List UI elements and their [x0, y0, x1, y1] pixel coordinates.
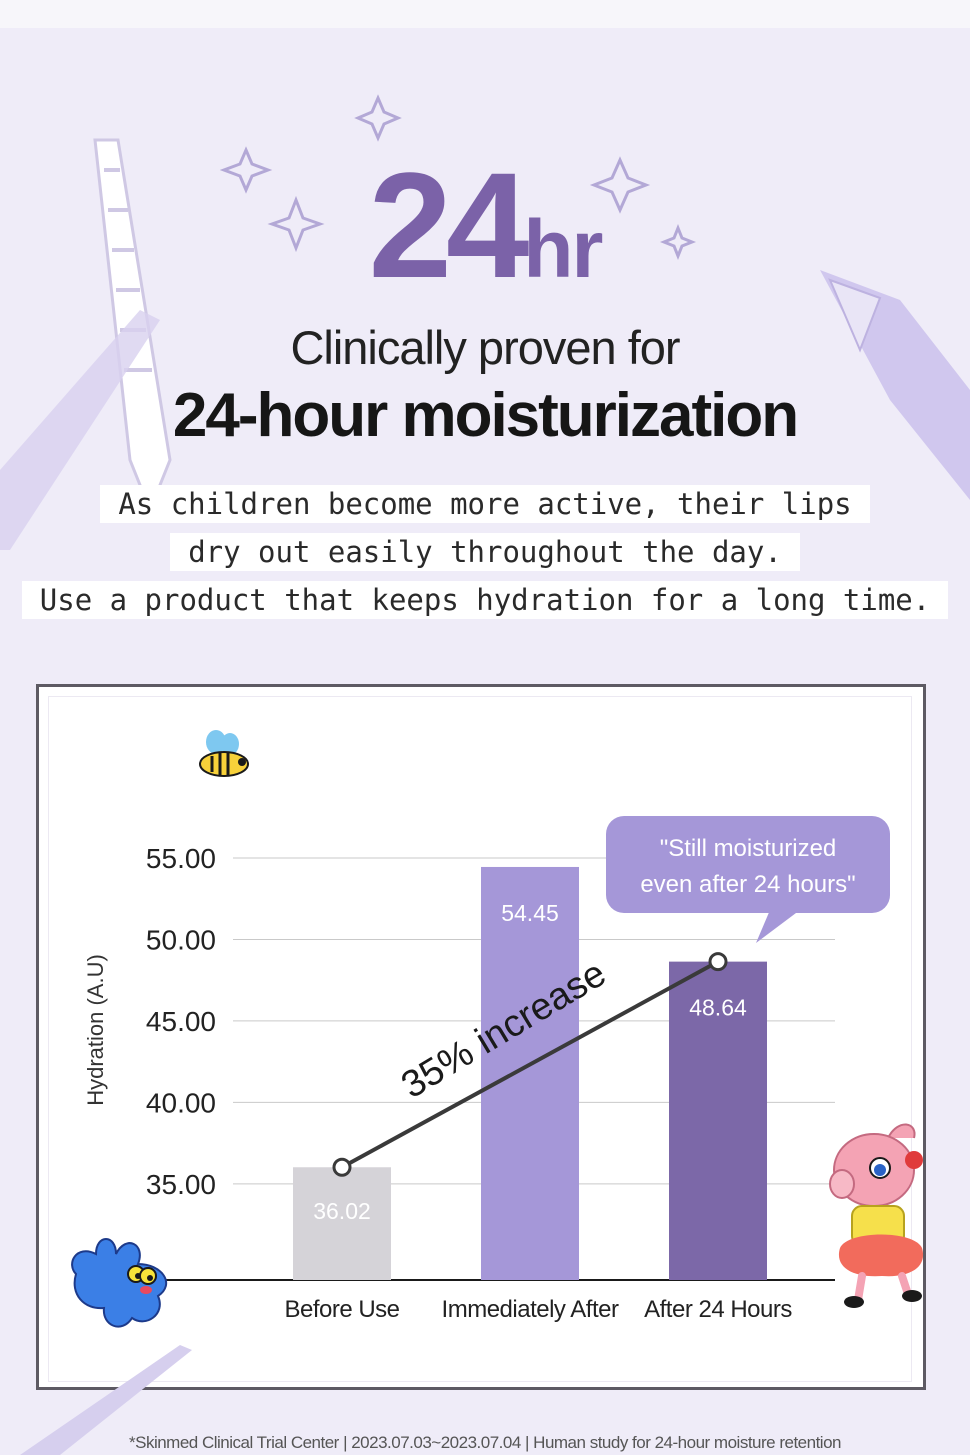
headline-line2: 24-hour moisturization — [172, 381, 799, 450]
top-band — [0, 0, 970, 28]
headline-line1: Clinically proven for — [290, 321, 680, 374]
crayon-bottom-decoration — [20, 1345, 192, 1455]
sparkles-decoration — [220, 94, 697, 261]
bee-icon — [199, 730, 249, 777]
bar-value-label: 48.64 — [689, 995, 747, 1021]
y-tick-label: 40.00 — [146, 1087, 216, 1118]
trend-point-end — [708, 952, 728, 972]
y-tick-label: 45.00 — [146, 1006, 216, 1037]
hero-24hr: 24hr — [0, 150, 970, 300]
y-axis-label: Hydration (A.U) — [83, 954, 108, 1106]
callout-bubble: "Still moisturized even after 24 hours" — [606, 816, 890, 943]
footnote: *Skinmed Clinical Trial Center | 2023.07… — [128, 1433, 842, 1452]
description-line2-wrap: dry out easily throughout the day. — [0, 533, 970, 571]
crayon-right-decoration — [820, 270, 970, 500]
description-line2: dry out easily throughout the day. — [170, 533, 800, 571]
x-tick-label: Immediately After — [442, 1296, 619, 1323]
x-tick-label: Before Use — [284, 1296, 399, 1323]
description-line3-wrap: Use a product that keeps hydration for a… — [0, 581, 970, 619]
chart-panel-inner — [48, 696, 912, 1382]
bar — [669, 961, 767, 1280]
y-tick-label: 50.00 — [146, 924, 216, 955]
callout-line1: "Still moisturized — [660, 835, 837, 862]
description-line1-wrap: As children become more active, their li… — [0, 485, 970, 523]
bar — [293, 1167, 391, 1280]
sparkle-icon — [267, 195, 325, 253]
trend-line — [341, 959, 719, 1170]
bar — [481, 866, 579, 1280]
y-tick-label: 35.00 — [146, 1169, 216, 1200]
hero-unit: hr — [523, 204, 603, 295]
y-tick-label: 55.00 — [146, 843, 216, 874]
blue-bunny-icon — [71, 1238, 168, 1328]
description-line3: Use a product that keeps hydration for a… — [21, 581, 949, 619]
callout-line2: even after 24 hours" — [640, 871, 855, 898]
bar-value-label: 54.45 — [501, 900, 559, 926]
description-line1: As children become more active, their li… — [100, 485, 870, 523]
sparkle-icon — [354, 94, 402, 142]
trend-point-start — [332, 1157, 352, 1177]
pig-character-icon — [829, 1123, 924, 1308]
crayon-left-decoration — [0, 138, 172, 550]
sparkle-icon — [589, 156, 651, 214]
sparkle-icon — [659, 223, 697, 261]
hero-number: 24 — [368, 141, 530, 309]
bar-value-label: 36.02 — [313, 1198, 371, 1224]
sparkle-icon — [220, 146, 273, 194]
x-tick-label: After 24 Hours — [644, 1296, 792, 1323]
